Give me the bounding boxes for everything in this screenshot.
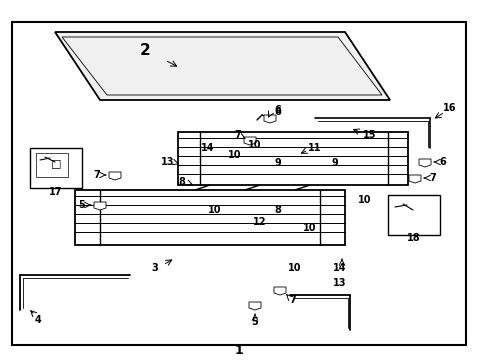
Text: 8: 8 [178,177,185,187]
Text: □: □ [51,158,61,168]
Bar [388,195,440,235]
Text: 9: 9 [332,158,339,168]
Polygon shape [419,159,431,167]
Text: 7: 7 [290,295,296,305]
Text: 14: 14 [333,263,347,273]
Polygon shape [264,115,276,123]
Text: 10: 10 [208,205,222,215]
Text: 5: 5 [78,200,85,210]
Text: 17: 17 [49,187,63,197]
Text: 4: 4 [35,315,41,325]
Text: 14: 14 [201,143,215,153]
Text: 5: 5 [252,317,258,327]
Text: 6: 6 [274,107,281,117]
Bar [36,153,68,177]
Polygon shape [249,302,261,310]
Text: 10: 10 [228,150,242,160]
Text: 6: 6 [440,157,446,167]
Polygon shape [409,175,421,183]
Text: 9: 9 [274,158,281,168]
Text: 13: 13 [161,157,175,167]
Text: 10: 10 [358,195,372,205]
Text: 2: 2 [140,42,150,58]
Polygon shape [244,137,256,145]
Polygon shape [55,32,390,100]
Text: 7: 7 [430,173,437,183]
Text: 7: 7 [235,130,242,140]
Text: 13: 13 [333,278,347,288]
Bar [30,148,82,188]
Text: 10: 10 [288,263,302,273]
Text: 15: 15 [363,130,377,140]
Text: 8: 8 [274,205,281,215]
Text: 12: 12 [253,217,267,227]
Text: 6: 6 [274,105,281,115]
Polygon shape [109,172,121,180]
Text: 3: 3 [151,263,158,273]
Text: 16: 16 [443,103,457,113]
Text: 11: 11 [308,143,322,153]
Text: 10: 10 [248,140,262,150]
Text: 7: 7 [94,170,100,180]
Bar [12,22,466,345]
Polygon shape [274,287,286,295]
Text: 10: 10 [303,223,317,233]
Text: 1: 1 [235,343,244,356]
Polygon shape [94,202,106,210]
Text: 18: 18 [407,233,421,243]
